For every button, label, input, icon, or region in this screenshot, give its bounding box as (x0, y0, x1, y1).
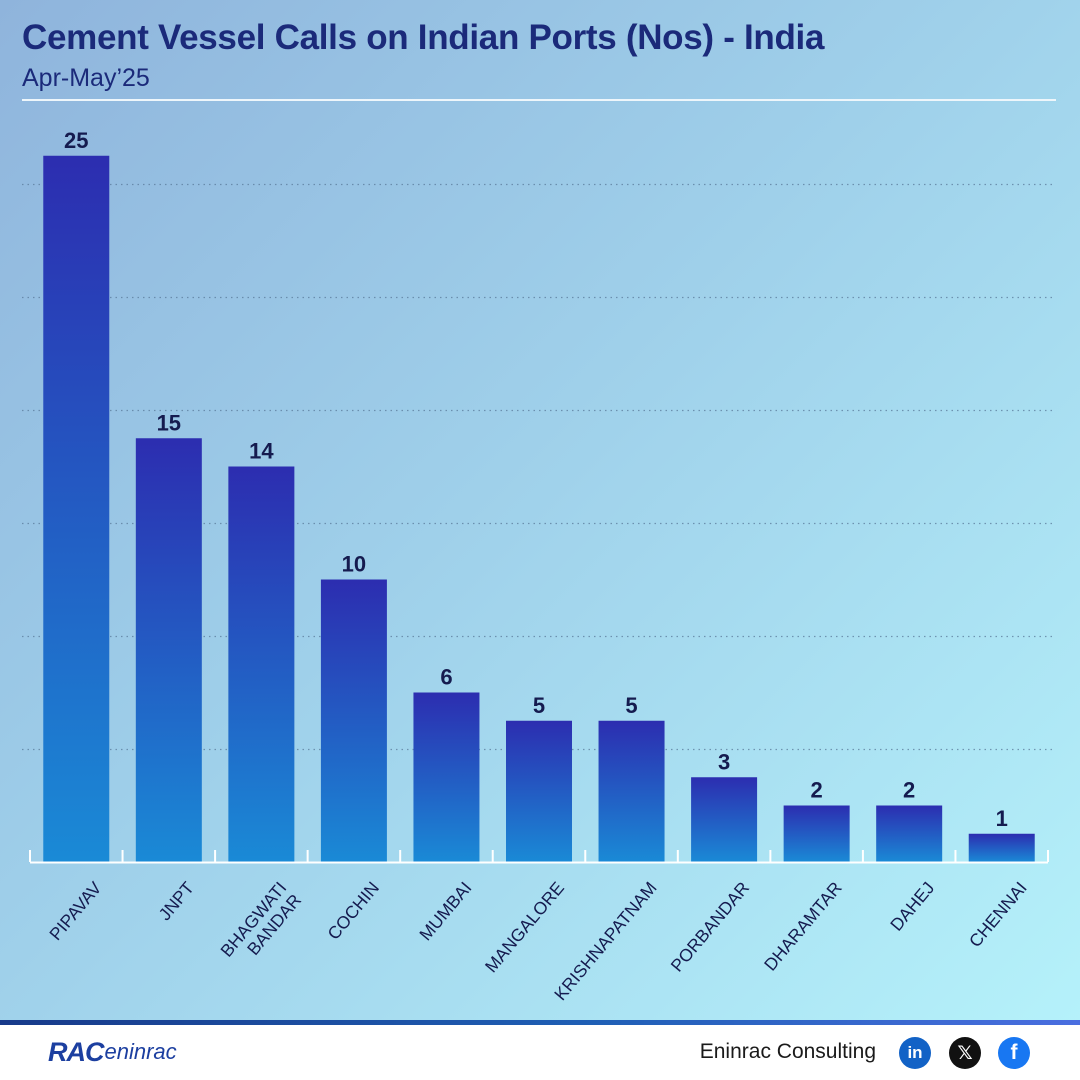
category-label: JNPT (155, 878, 199, 925)
value-label: 6 (440, 665, 452, 690)
footer-accent-bar (0, 1020, 1080, 1025)
logo-eninrac-text: eninrac (104, 1039, 177, 1064)
value-label: 2 (811, 778, 823, 803)
bar-chennai (968, 833, 1035, 862)
bar-mumbai (413, 692, 480, 862)
value-label: 14 (249, 439, 274, 464)
category-label: MANGALORE (481, 878, 568, 977)
page-subtitle: Apr-May’25 (22, 64, 150, 92)
bar-bhagwati-bandar (228, 466, 295, 862)
category-label: COCHIN (323, 878, 383, 944)
page-title: Cement Vessel Calls on Indian Ports (Nos… (22, 18, 825, 57)
linkedin-icon[interactable]: in (899, 1037, 931, 1069)
x-axis (29, 850, 1049, 864)
bar-pipavav (43, 155, 110, 862)
category-label: KRISHNAPATNAM (550, 878, 661, 1004)
category-label: DHARAMTAR (760, 878, 846, 975)
footer: RAC eninrac Eninrac Consulting in 𝕏 f (0, 1025, 1080, 1080)
category-labels: PIPAVAV JNPT BHAGWATIBANDAR COCHIN MUMBAI MAN… (45, 878, 1031, 1005)
bar-dahej (876, 805, 943, 862)
value-label: 10 (342, 552, 366, 577)
bar-chart: 25 15 14 10 6 5 5 3 2 2 1 PIPAVAV JNPT BHAGWATIBANDA… (22, 128, 1056, 1005)
bar-jnpt (135, 438, 202, 862)
bar-mangalore (506, 720, 572, 862)
value-label: 15 (157, 410, 181, 435)
bar-dharamtar (783, 805, 850, 862)
category-label: MUMBAI (415, 878, 475, 944)
category-label: PIPAVAV (45, 878, 105, 945)
logo-rac-text: RAC (48, 1036, 104, 1067)
category-label: CHENNAI (965, 878, 1031, 951)
value-label: 2 (903, 778, 915, 803)
eninrac-logo: RAC eninrac (48, 1037, 177, 1067)
bar-cochin (320, 579, 387, 862)
value-label: 1 (996, 806, 1008, 831)
value-label: 3 (718, 749, 730, 774)
category-label: PORBANDAR (667, 878, 754, 976)
bars (43, 155, 1035, 862)
bar-krishnapatnam (598, 720, 665, 862)
category-label: DAHEJ (886, 878, 938, 935)
bar-porbandar (691, 777, 758, 862)
facebook-icon[interactable]: f (998, 1037, 1030, 1069)
value-label: 5 (533, 693, 545, 718)
value-labels: 25 15 14 10 6 5 5 3 2 2 1 (64, 128, 1008, 831)
value-label: 5 (625, 693, 637, 718)
x-icon[interactable]: 𝕏 (949, 1037, 981, 1069)
value-label: 25 (64, 128, 88, 153)
company-name: Eninrac Consulting (699, 1040, 876, 1063)
category-label: BHAGWATIBANDAR (216, 878, 305, 973)
header-divider (22, 99, 1056, 101)
